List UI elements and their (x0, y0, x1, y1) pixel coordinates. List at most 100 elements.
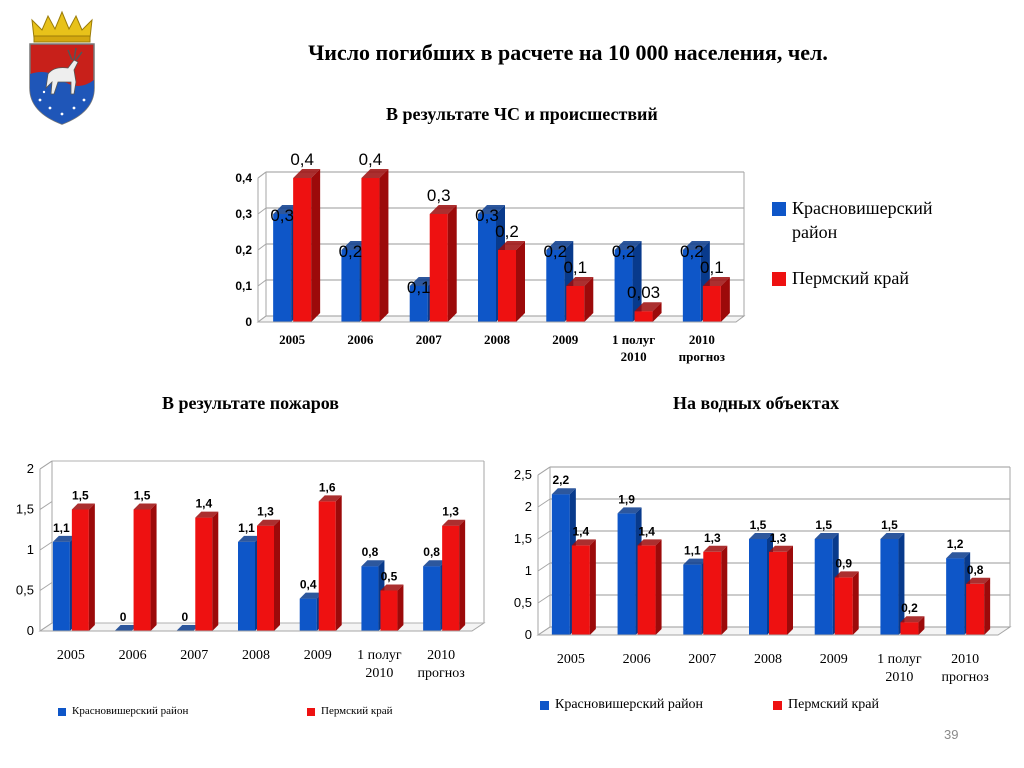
chart-water: 00,511,522,5 2,21,420051,91,420061,11,320… (514, 466, 1012, 685)
bar-top (546, 241, 574, 250)
data-label: 1,5 (134, 489, 151, 503)
bar-perm-krai (498, 241, 525, 322)
bar-side (632, 241, 642, 322)
bar-side (397, 584, 404, 631)
data-label: 0 (181, 610, 188, 624)
y-tick-label: 2 (27, 461, 34, 476)
bar-top (566, 277, 594, 286)
bar-front (341, 250, 360, 322)
coat-of-arms-logo (24, 8, 100, 126)
side-gridline (257, 243, 267, 251)
x-tick-label: 2009 (552, 332, 579, 347)
data-label: 0,4 (359, 150, 383, 169)
data-label: 0,2 (612, 242, 636, 261)
bar-front (749, 539, 767, 635)
data-label: 1,5 (750, 518, 767, 532)
x-tick-line: 1 полуг (612, 332, 655, 347)
x-tick-line: 2007 (180, 648, 208, 663)
bar-front (634, 311, 653, 322)
y-tick-label: 0,5 (514, 595, 532, 610)
x-tick-label: 1 полуг 2010 (877, 652, 922, 685)
bar-front (52, 541, 70, 631)
bar-front (71, 509, 89, 631)
bar-top (257, 519, 280, 526)
bar-front (682, 250, 701, 322)
y-tick-label: 0,5 (16, 583, 34, 598)
bar-perm-krai (634, 302, 662, 322)
bar-top (683, 558, 708, 565)
data-label: 1,3 (704, 531, 721, 545)
x-tick-line: 2006 (347, 332, 374, 347)
bar-front (498, 250, 516, 322)
bar-front (571, 545, 590, 635)
chart3-legend-blue: Красновишерский район (540, 697, 703, 713)
bar-front (238, 541, 255, 631)
x-tick-label: 1 полуг 2010 (612, 332, 655, 364)
bar-top (814, 533, 839, 539)
legend-label: Пермский край (321, 705, 393, 717)
y-tick-label: 2,5 (514, 467, 532, 482)
x-tick-label: 2005 (279, 332, 306, 347)
bar-top (571, 539, 596, 546)
bar-perm-krai (637, 539, 662, 635)
bar-side (655, 539, 662, 635)
bar-front (637, 545, 656, 635)
x-tick-line: прогноз (942, 670, 990, 685)
x-tick-label: 2010 прогноз (942, 652, 990, 685)
x-tick-line: 2010 (885, 670, 913, 685)
bar-perm-krai (380, 584, 404, 631)
x-tick-label: 2008 (242, 648, 270, 663)
data-label: 0,03 (627, 283, 660, 302)
x-tick-label: 2009 (304, 648, 332, 663)
bar-side (589, 539, 596, 635)
deer-icon (45, 47, 83, 95)
bar-side (447, 205, 457, 322)
bar-top (634, 302, 662, 312)
bar-top (380, 584, 404, 591)
page-number: 39 (944, 727, 959, 742)
bar-front (617, 513, 636, 635)
bar-top (238, 535, 261, 542)
bar-top (361, 560, 385, 567)
bar-side (787, 545, 793, 635)
page-title: Число погибших в расчете на 10 000 насел… (308, 40, 828, 65)
x-tick-label: 2008 (484, 332, 511, 347)
bar-front (442, 525, 460, 631)
bar-front (423, 566, 441, 631)
bar-perm-krai (834, 571, 859, 635)
side-gridline (39, 582, 53, 591)
data-label: 1,6 (319, 480, 336, 494)
bar-perm-krai (703, 545, 728, 635)
bar-front (273, 214, 292, 322)
data-label: 0,2 (339, 242, 363, 261)
bar-front (880, 539, 899, 635)
side-wall-edge (39, 460, 53, 470)
bar-perm-krai (293, 169, 321, 322)
legend-label: Красновишерский район (791, 198, 933, 242)
chart1-title: В результате ЧС и происшествий (386, 104, 658, 124)
chart-emergencies: 00,10,20,30,40,30,420050,20,420060,10,32… (235, 150, 746, 364)
data-label: 0,3 (270, 206, 294, 225)
data-label: 1,9 (618, 492, 635, 506)
x-tick-label: 2007 (180, 648, 208, 663)
bar-top (900, 616, 925, 623)
legend-swatch-blue (540, 701, 549, 710)
x-tick-label: 2006 (623, 652, 651, 667)
bar-side (898, 533, 905, 635)
y-tick-label: 0 (525, 627, 532, 642)
y-tick-label: 1,5 (514, 531, 532, 546)
bar-top (133, 503, 157, 510)
x-tick-line: 2010 (951, 652, 979, 667)
bar-side (335, 495, 342, 631)
bar-front (966, 583, 985, 635)
x-tick-line: 2009 (304, 648, 332, 663)
bar-side (652, 302, 662, 322)
data-label: 0,3 (427, 186, 451, 205)
side-gridline (257, 279, 267, 287)
chart3-legend-red: Пермский край (773, 697, 879, 713)
legend-swatch-blue (772, 202, 786, 216)
bar-perm-krai (571, 539, 596, 635)
bar-top (114, 625, 138, 631)
bar-front (702, 286, 721, 322)
bar-side (721, 545, 728, 635)
